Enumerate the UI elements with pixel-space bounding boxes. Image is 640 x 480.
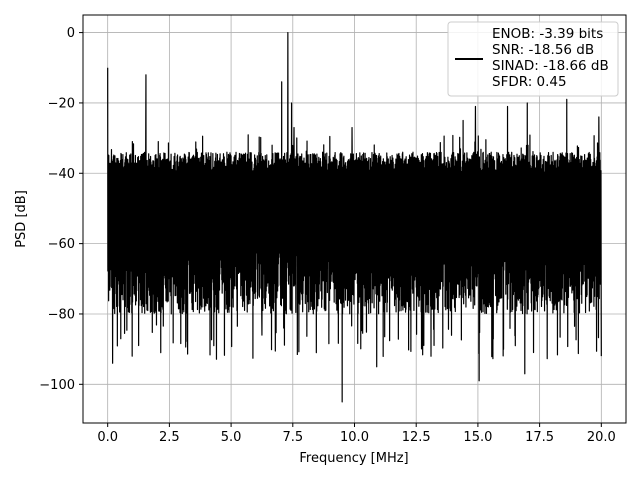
x-tick-label: 5.0: [221, 430, 242, 445]
x-tick-label: 7.5: [282, 430, 303, 445]
y-tick-label: −100: [39, 378, 75, 393]
y-tick-label: −80: [48, 307, 75, 322]
psd-series-line: [107, 31, 602, 403]
y-tick-label: 0: [67, 26, 75, 41]
y-tick-label: −60: [48, 237, 75, 252]
y-tick-label: −20: [48, 96, 75, 111]
legend-line-2: SINAD: -18.66 dB: [492, 58, 609, 74]
x-tick-label: 20.0: [587, 430, 616, 445]
y-axis-label: PSD [dB]: [14, 190, 29, 248]
x-tick-label: 2.5: [159, 430, 180, 445]
x-tick-label: 12.5: [402, 430, 431, 445]
x-tick-label: 0.0: [97, 430, 118, 445]
y-tick-label: −40: [48, 167, 75, 182]
legend-line-0: ENOB: -3.39 bits: [492, 26, 603, 42]
x-tick-label: 10.0: [340, 430, 369, 445]
y-axis-ticks: 0 −20 −40 −60 −80 −100: [39, 26, 83, 393]
x-axis-label: Frequency [MHz]: [299, 451, 408, 466]
x-tick-label: 17.5: [525, 430, 554, 445]
legend-box: [447, 21, 619, 97]
x-axis-ticks: 0.0 2.5 5.0 7.5 10.0 12.5 15.0 17.5 20.0: [97, 423, 616, 445]
x-tick-label: 15.0: [463, 430, 492, 445]
legend-line-3: SFDR: 0.45: [492, 74, 567, 90]
legend-line-1: SNR: -18.56 dB: [492, 42, 594, 58]
legend: ENOB: -3.39 bits SNR: -18.56 dB SINAD: -…: [447, 21, 619, 97]
